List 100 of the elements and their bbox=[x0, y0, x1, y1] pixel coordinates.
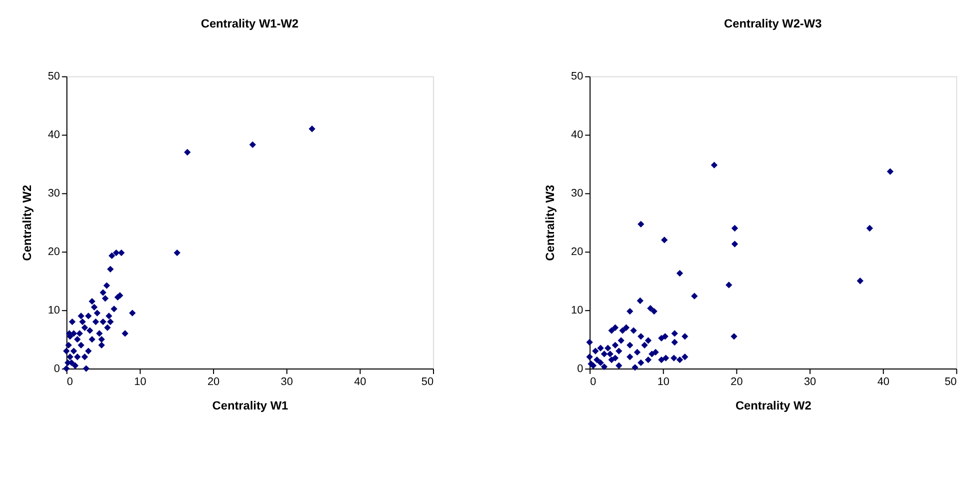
point bbox=[638, 359, 644, 366]
point bbox=[662, 354, 670, 362]
x-tick-label: 40 bbox=[877, 376, 890, 388]
point bbox=[85, 312, 92, 320]
point bbox=[104, 324, 111, 331]
point bbox=[102, 295, 109, 302]
point bbox=[85, 348, 92, 354]
point bbox=[676, 356, 684, 364]
point bbox=[107, 266, 114, 272]
point bbox=[661, 236, 668, 244]
point bbox=[626, 342, 634, 348]
point bbox=[604, 344, 612, 352]
point bbox=[710, 162, 718, 168]
point bbox=[70, 348, 78, 354]
point bbox=[618, 337, 624, 344]
point bbox=[96, 330, 103, 337]
point bbox=[671, 338, 678, 346]
point bbox=[106, 312, 112, 320]
point bbox=[88, 298, 96, 305]
x-tick-label: 50 bbox=[944, 376, 957, 388]
point bbox=[731, 240, 738, 248]
point bbox=[110, 306, 118, 312]
y-tick-label: 30 bbox=[48, 188, 60, 200]
y-tick-label: 10 bbox=[571, 304, 584, 317]
point bbox=[644, 337, 652, 344]
point bbox=[622, 324, 630, 331]
y-tick-label: 50 bbox=[571, 70, 584, 83]
point bbox=[94, 310, 101, 316]
y-tick-label: 0 bbox=[577, 363, 584, 376]
point bbox=[65, 342, 72, 348]
point bbox=[78, 312, 84, 320]
x-tick-label: 30 bbox=[804, 376, 816, 388]
x-axis-title: Centrality W2 bbox=[735, 398, 812, 413]
point bbox=[606, 350, 614, 358]
y-tick-label: 30 bbox=[571, 188, 584, 200]
point bbox=[66, 354, 74, 360]
point bbox=[81, 354, 88, 360]
point bbox=[641, 342, 648, 348]
point bbox=[662, 333, 668, 340]
point bbox=[658, 356, 665, 364]
y-tick-label: 20 bbox=[48, 246, 60, 258]
x-tick-label: 40 bbox=[354, 376, 366, 388]
point bbox=[608, 327, 615, 334]
point bbox=[79, 318, 86, 326]
point bbox=[731, 224, 738, 232]
x-tick-label: 0 bbox=[66, 376, 73, 388]
point bbox=[886, 168, 894, 175]
point bbox=[597, 344, 604, 352]
point bbox=[592, 348, 599, 354]
y-axis-title: Centrality W2 bbox=[20, 184, 34, 261]
x-tick-label: 50 bbox=[421, 376, 434, 388]
point bbox=[726, 282, 732, 288]
point bbox=[730, 333, 738, 340]
x-axis-title: Centrality W1 bbox=[212, 398, 289, 413]
point bbox=[632, 364, 638, 371]
point bbox=[122, 330, 128, 337]
y-tick-label: 10 bbox=[48, 304, 60, 317]
point bbox=[612, 342, 619, 348]
point bbox=[249, 141, 256, 148]
y-axis-title: Centrality W3 bbox=[543, 184, 558, 261]
point bbox=[594, 356, 600, 364]
point bbox=[612, 354, 619, 362]
point bbox=[682, 354, 688, 360]
y-tick-label: 20 bbox=[571, 246, 584, 258]
point bbox=[597, 359, 604, 366]
point bbox=[107, 318, 114, 326]
point bbox=[586, 354, 593, 360]
point bbox=[638, 220, 644, 228]
point bbox=[619, 327, 626, 334]
point bbox=[638, 333, 644, 340]
point bbox=[308, 126, 316, 132]
point bbox=[174, 249, 180, 256]
point bbox=[866, 224, 873, 232]
chart-title: Centrality W1-W2 bbox=[200, 16, 299, 31]
point bbox=[74, 354, 81, 360]
point bbox=[647, 305, 654, 312]
point bbox=[616, 362, 622, 369]
point bbox=[88, 336, 96, 343]
point bbox=[670, 354, 678, 362]
point bbox=[612, 324, 619, 331]
point bbox=[634, 348, 641, 356]
point bbox=[644, 356, 652, 364]
point bbox=[72, 362, 79, 369]
x-tick-label: 0 bbox=[590, 376, 596, 388]
x-tick-label: 20 bbox=[730, 376, 743, 388]
point bbox=[74, 336, 81, 343]
point bbox=[676, 270, 684, 277]
point bbox=[68, 318, 76, 326]
point bbox=[616, 348, 622, 354]
y-tick-label: 0 bbox=[54, 363, 60, 376]
point bbox=[100, 318, 106, 326]
point bbox=[78, 342, 84, 348]
point bbox=[92, 318, 100, 326]
point bbox=[81, 324, 88, 331]
x-tick-label: 30 bbox=[280, 376, 293, 388]
point bbox=[82, 365, 90, 372]
point bbox=[626, 354, 634, 360]
point bbox=[626, 308, 634, 315]
x-tick-label: 20 bbox=[207, 376, 220, 388]
point bbox=[98, 336, 105, 343]
